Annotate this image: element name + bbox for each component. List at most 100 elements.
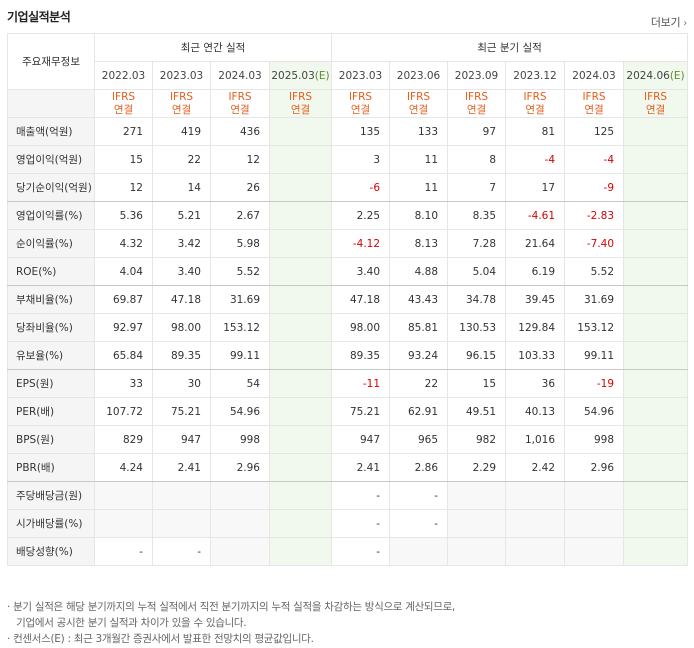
- annual-group-header: 최근 연간 실적: [93, 33, 333, 62]
- value-cell: 54.96: [210, 397, 270, 426]
- value-cell: 4.24: [94, 453, 153, 482]
- period-label: 2024.03: [572, 69, 616, 82]
- value-cell: 5.21: [152, 201, 211, 230]
- period-label: 2023.09: [454, 69, 499, 82]
- value-cell: 419: [152, 117, 211, 146]
- value-cell: 4.88: [389, 257, 449, 286]
- value-cell: -: [94, 537, 153, 566]
- ifrs-label: IFRS: [228, 90, 252, 103]
- row-label: BPS(원): [7, 425, 95, 454]
- value-cell: [623, 285, 689, 314]
- value-cell: [623, 257, 689, 286]
- ifrs-label: IFRS: [169, 90, 194, 103]
- row-label: PBR(배): [7, 453, 95, 482]
- value-cell: 40.13: [505, 397, 566, 426]
- value-cell: 15: [447, 369, 507, 398]
- table-row: PER(배) 107.72 75.21 54.96 75.21 62.91 49.51 40.…: [7, 397, 689, 426]
- value-cell: -19: [564, 369, 625, 398]
- table-row: 당좌비율(%) 92.97 98.00 153.12 98.00 85.81 130.53 1…: [7, 313, 689, 342]
- value-cell: 5.04: [447, 257, 507, 286]
- note-line-1: · 분기 실적은 해당 분기까지의 누적 실적에서 직전 분기까지의 누적 실적…: [7, 601, 456, 613]
- ifrs-label: IFRS: [288, 90, 313, 103]
- consolidated-label: 연결: [645, 103, 666, 116]
- accounting-standard: IFRS 연결: [389, 89, 449, 118]
- consolidated-label: 연결: [230, 103, 250, 116]
- period-header: 2024.03: [564, 61, 625, 90]
- value-cell: 125: [564, 117, 625, 146]
- value-cell: [623, 173, 689, 202]
- value-cell: [389, 537, 449, 566]
- value-cell: 30: [152, 369, 211, 398]
- row-label: EPS(원): [7, 369, 95, 398]
- value-cell: 54.96: [564, 397, 625, 426]
- value-cell: 89.35: [152, 341, 211, 370]
- value-cell: 7: [447, 173, 507, 202]
- value-cell: [268, 257, 333, 286]
- ifrs-label: IFRS: [464, 90, 489, 103]
- value-cell: 34.78: [447, 285, 507, 314]
- value-cell: 133: [389, 117, 449, 146]
- note-line-2: 기업에서 공시한 분기 실적과 차이가 있을 수 있습니다.: [7, 617, 247, 629]
- value-cell: [268, 173, 333, 202]
- value-cell: [268, 481, 333, 510]
- value-cell: 4.32: [94, 229, 153, 258]
- value-cell: 982: [447, 425, 507, 454]
- value-cell: 36: [505, 369, 566, 398]
- value-cell: -4.61: [505, 201, 566, 230]
- value-cell: 8: [447, 145, 507, 174]
- accounting-standard: IFRS 연결: [447, 89, 507, 118]
- value-cell: [268, 453, 333, 482]
- label-header-spacer: [7, 89, 95, 118]
- value-cell: 129.84: [505, 313, 566, 342]
- value-cell: [268, 201, 333, 230]
- table-row: 순이익률(%) 4.32 3.42 5.98 -4.12 8.13 7.28 21.64 -7.…: [7, 229, 689, 258]
- value-cell: 11: [389, 173, 449, 202]
- more-link[interactable]: 더보기 ›: [651, 14, 687, 30]
- value-cell: 829: [94, 425, 153, 454]
- row-label: 시가배당률(%): [7, 509, 95, 538]
- value-cell: 6.19: [505, 257, 566, 286]
- consolidated-label: 연결: [408, 103, 429, 116]
- value-cell: [564, 481, 625, 510]
- consolidated-label: 연결: [171, 103, 192, 116]
- ifrs-label: IFRS: [348, 90, 373, 103]
- estimate-mark: (E): [669, 69, 685, 82]
- table-row: EPS(원) 33 30 54 -11 22 15 36 -19: [7, 369, 689, 398]
- value-cell: [623, 117, 689, 146]
- period-label: 2023.03: [159, 69, 204, 82]
- value-cell: 26: [210, 173, 270, 202]
- table-row: PBR(배) 4.24 2.41 2.96 2.41 2.86 2.29 2.42 2.96: [7, 453, 689, 482]
- ifrs-label: IFRS: [582, 90, 606, 103]
- value-cell: -4: [505, 145, 566, 174]
- value-cell: 130.53: [447, 313, 507, 342]
- value-cell: [623, 341, 689, 370]
- value-cell: 22: [389, 369, 449, 398]
- value-cell: [623, 145, 689, 174]
- value-cell: [268, 145, 333, 174]
- table-row: BPS(원) 829 947 998 947 965 982 1,016 998: [7, 425, 689, 454]
- value-cell: [623, 481, 689, 510]
- value-cell: [210, 481, 270, 510]
- period-header: 2025.03(E): [268, 61, 333, 90]
- ifrs-label: IFRS: [111, 90, 136, 103]
- accounting-standard: IFRS 연결: [94, 89, 153, 118]
- value-cell: 93.24: [389, 341, 449, 370]
- row-label: 영업이익(억원): [7, 145, 95, 174]
- value-cell: [623, 537, 689, 566]
- consolidated-label: 연결: [113, 103, 134, 116]
- period-label: 2023.06: [396, 69, 441, 82]
- period-label: 2025.03: [271, 69, 315, 82]
- consolidated-label: 연결: [584, 103, 604, 116]
- ifrs-label: IFRS: [523, 90, 547, 103]
- period-header: 2023.03: [331, 61, 391, 90]
- more-label[interactable]: 더보기: [650, 16, 681, 29]
- row-label: 주당배당금(원): [7, 481, 95, 510]
- value-cell: 12: [210, 145, 270, 174]
- row-label: PER(배): [7, 397, 95, 426]
- value-cell: 97: [447, 117, 507, 146]
- period-header: 2023.03: [152, 61, 211, 90]
- value-cell: -: [389, 509, 449, 538]
- value-cell: [268, 117, 333, 146]
- value-cell: 8.10: [389, 201, 449, 230]
- value-cell: [268, 285, 333, 314]
